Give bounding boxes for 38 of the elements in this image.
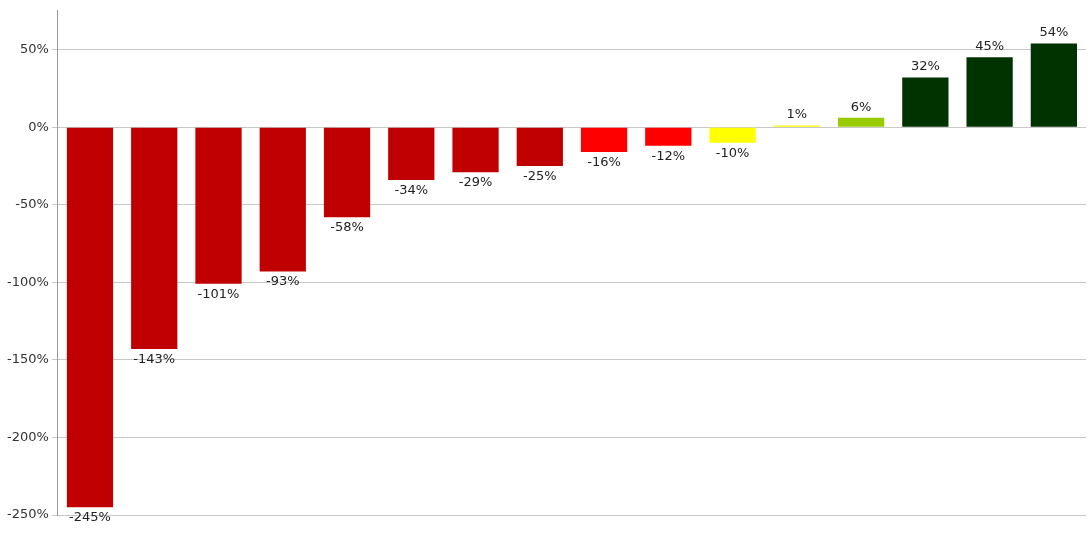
bar (1030, 43, 1077, 127)
y-tick-label: 50% (19, 40, 49, 56)
bar (452, 127, 499, 173)
bar (580, 127, 628, 152)
y-tick-label: -250% (7, 506, 49, 522)
data-label: -16% (587, 153, 621, 169)
bar (259, 127, 306, 272)
data-label: -12% (651, 147, 686, 163)
y-tick-label: 0% (28, 118, 49, 134)
data-label: 1% (786, 106, 808, 122)
bar (837, 117, 885, 127)
data-label: 54% (1039, 24, 1069, 40)
data-label: 32% (910, 58, 940, 74)
data-label: -34% (394, 181, 429, 197)
bar (323, 127, 371, 218)
data-label: -143% (133, 350, 176, 366)
bar (195, 127, 242, 284)
bar (709, 127, 756, 143)
data-label: -93% (265, 273, 300, 289)
bar (966, 57, 1013, 127)
data-label: -29% (458, 174, 493, 190)
y-tick-label: -200% (7, 428, 49, 444)
bar (516, 127, 563, 166)
data-label: -245% (69, 509, 111, 525)
bar (131, 127, 178, 349)
data-label: -58% (330, 219, 364, 235)
bar (902, 77, 949, 127)
data-label: -10% (715, 144, 750, 160)
data-label: 6% (850, 98, 872, 114)
y-tick-label: -100% (7, 273, 49, 289)
y-tick-label: -150% (7, 351, 49, 367)
data-label: -25% (523, 167, 557, 183)
bar (388, 127, 435, 180)
data-label: -101% (197, 285, 240, 301)
data-label: 45% (975, 38, 1005, 54)
bar (645, 127, 692, 146)
bar (66, 127, 114, 508)
y-tick-label: -50% (15, 196, 49, 212)
